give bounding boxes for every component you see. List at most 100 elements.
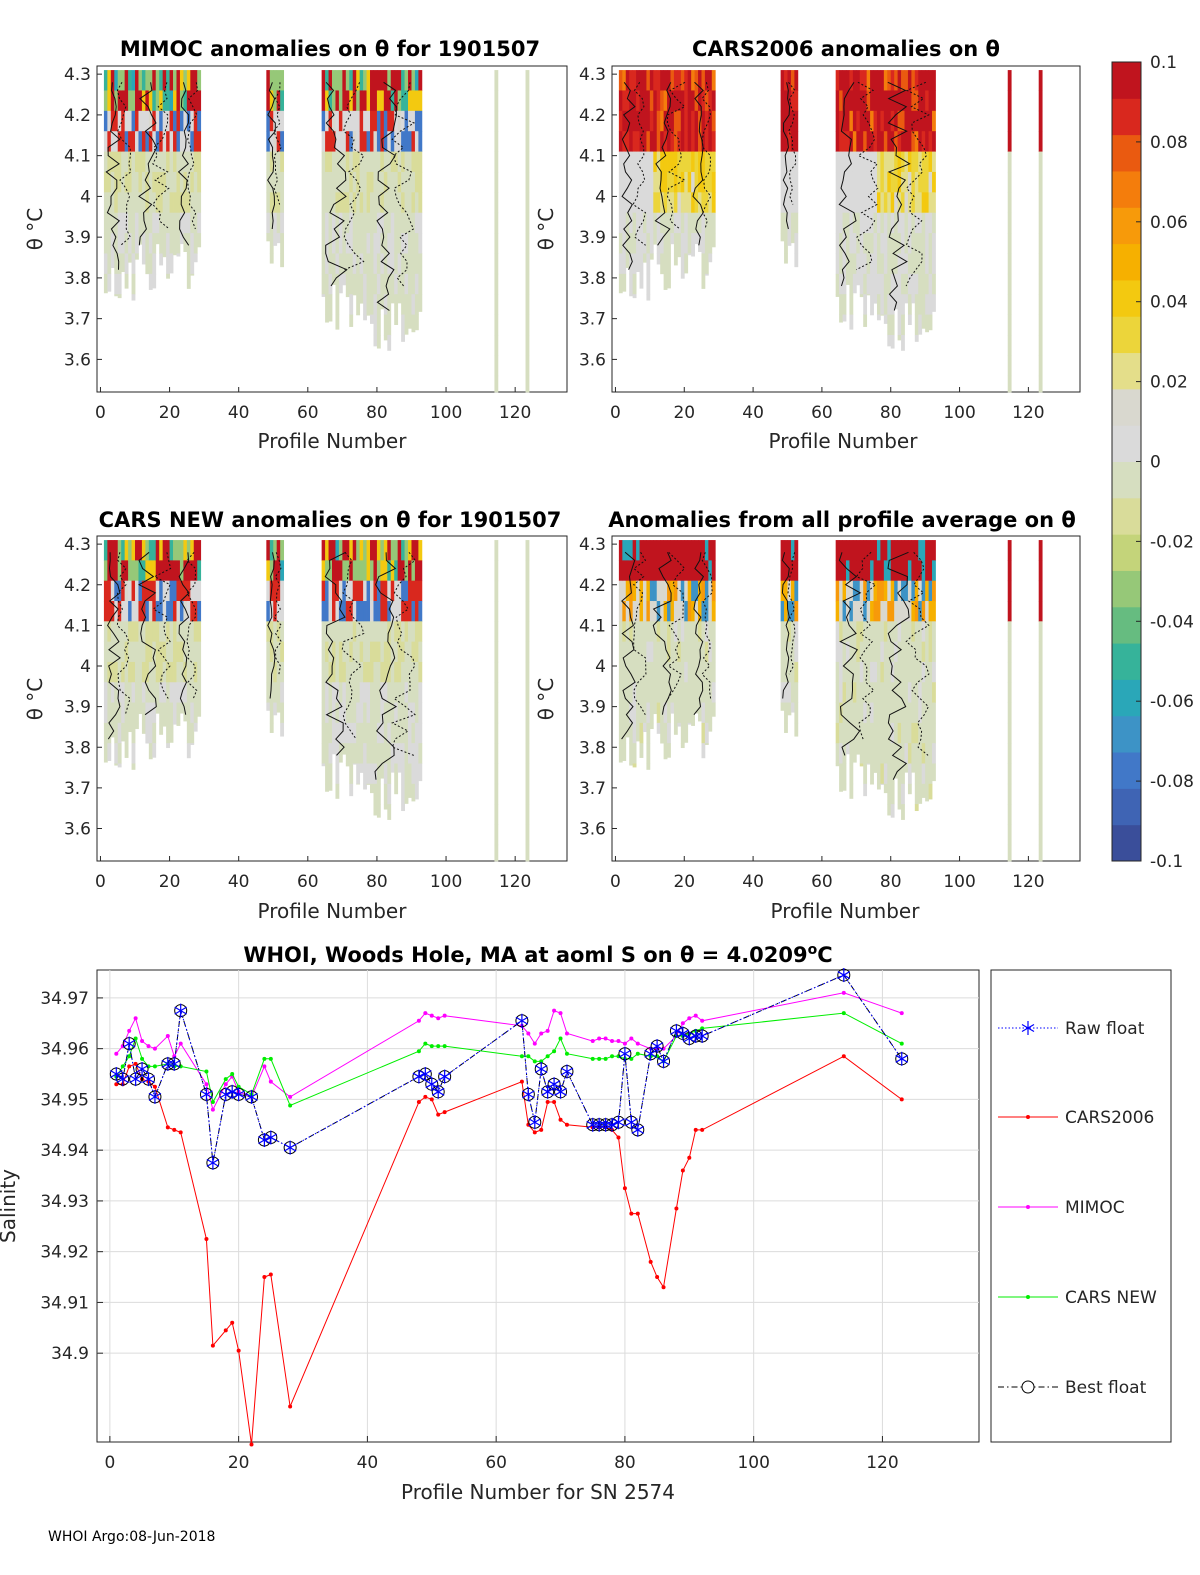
heatmap-cell [684,621,689,643]
heatmap-cell [636,560,640,582]
heatmap-cell [338,70,343,91]
heatmap-cell [328,682,333,703]
heatmap-cell [138,661,143,683]
heatmap-cell [332,90,336,112]
heatmap-cell [1007,70,1012,91]
heatmap-cell [880,702,885,724]
heatmap-cell [667,131,671,152]
data-point [127,1028,132,1033]
heatmap-cell [883,171,888,193]
heatmap-cell [673,253,678,266]
heatmap-cell [911,621,916,643]
heatmap-cell [401,641,405,663]
heatmap-cell [914,212,919,234]
y-axis-label: θ °C [534,678,558,721]
heatmap-cell [846,661,850,683]
heatmap-cell [325,294,329,315]
heatmap-cell [842,273,847,295]
heatmap-cell [794,151,799,173]
heatmap-cell [266,192,271,214]
heatmap-cell [625,621,630,643]
heatmap-cell [701,601,706,622]
data-point [558,1117,563,1122]
heatmap-cell [169,233,174,254]
heatmap-cell [186,743,191,759]
heatmap-cell [349,70,354,91]
heatmap-cell [141,641,146,663]
heatmap-cell [667,580,671,602]
heatmap-cell [159,212,164,234]
heatmap-cell [701,641,706,663]
heatmap-cell [618,273,623,294]
heatmap-cell [155,661,160,683]
heatmap-cell [349,560,354,582]
heatmap-cell [687,233,692,254]
heatmap-cell [901,294,905,315]
heatmap-cell [342,171,347,193]
heatmap-cell [356,253,361,275]
heatmap-cell [880,722,885,744]
heatmap-cell [794,560,799,582]
heatmap-cell [363,580,367,602]
contour-line [692,81,704,246]
colorbar-tick-label: -0.08 [1150,772,1194,792]
heatmap-cell [632,661,637,683]
heatmap-cell [352,722,357,744]
heatmap-cell [691,641,695,663]
heatmap-cell [363,540,367,561]
heatmap-cell [328,783,333,791]
heatmap-cell [352,171,357,193]
heatmap-cell [918,314,923,335]
heatmap-cell [121,702,126,724]
heatmap-cell [408,540,412,561]
heatmap-cell [397,580,402,602]
heatmap-cell [114,294,119,297]
heatmap-cell [176,560,181,582]
heatmap-cell [622,560,627,582]
heatmap-cell [883,743,888,764]
heatmap-cell [711,702,716,717]
heatmap-cell [698,702,702,722]
heatmap-cell [169,580,174,602]
heatmap-cell [863,763,868,785]
heatmap-cell [856,253,861,275]
heatmap-cell [383,273,388,295]
heatmap-cell [325,192,329,214]
heatmap-cell [677,151,682,173]
contour-line [782,82,791,230]
heatmap-cell [162,131,167,152]
heatmap-cell [179,151,184,173]
data-point [140,1056,145,1061]
heatmap-cell [266,171,271,193]
heatmap-cell [1038,621,1043,643]
heatmap-cell [1038,273,1043,295]
y-tick-label: 3.8 [64,269,91,289]
heatmap-cell [359,641,364,663]
heatmap-cell [349,273,354,295]
heatmap-cell [660,110,665,132]
heatmap-cell [901,601,905,622]
heatmap-cell [921,212,926,234]
heatmap-cell [390,233,395,254]
heatmap-cell [193,722,198,732]
heatmap-cell [376,560,381,582]
asterisk-stroke [431,1087,445,1096]
heatmap-cell [846,171,850,193]
heatmap-cell [921,540,926,561]
heatmap-cell [342,70,347,91]
data-point [152,1084,157,1089]
heatmap-cell [321,253,326,275]
heatmap-cell [656,682,661,703]
heatmap-cell [193,233,198,254]
heatmap-cell [159,233,164,254]
heatmap-cell [911,171,916,193]
heatmap-cell [680,702,685,724]
heatmap-cell [1007,844,1012,862]
heatmap-cell [839,70,843,91]
heatmap-cell [376,580,381,602]
heatmap-cell [148,90,153,112]
heatmap-cell [670,580,675,602]
heatmap-cell [646,90,651,112]
heatmap-cell [335,601,340,622]
heatmap-cell [352,131,357,152]
